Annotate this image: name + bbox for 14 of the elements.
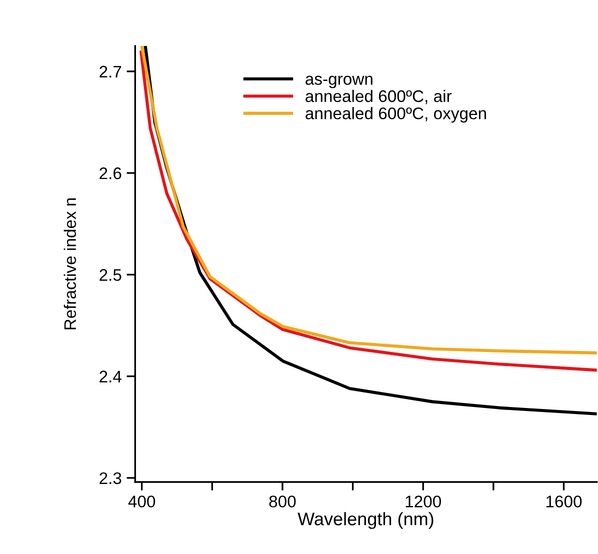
y-tick-label: 2.3 [100, 472, 122, 484]
legend-label: annealed 600ºC, air [306, 90, 452, 104]
y-tick-label: 2.6 [100, 167, 122, 180]
x-tick-label: 800 [269, 496, 296, 508]
y-tick-label: 2.4 [100, 370, 122, 382]
x-tick-label: 1600 [546, 496, 582, 508]
y-axis-title: Refractive index n [64, 198, 76, 330]
y-tick-label: 2.7 [100, 66, 122, 78]
x-tick-label: 1200 [406, 496, 441, 508]
legend-label: annealed 600ºC, oxygen [306, 107, 486, 123]
y-tick-label: 2.5 [100, 269, 122, 281]
legend-label: as-grown [306, 76, 372, 88]
x-axis-title: Wavelength (nm) [298, 512, 434, 529]
x-tick-label: 400 [128, 496, 156, 508]
